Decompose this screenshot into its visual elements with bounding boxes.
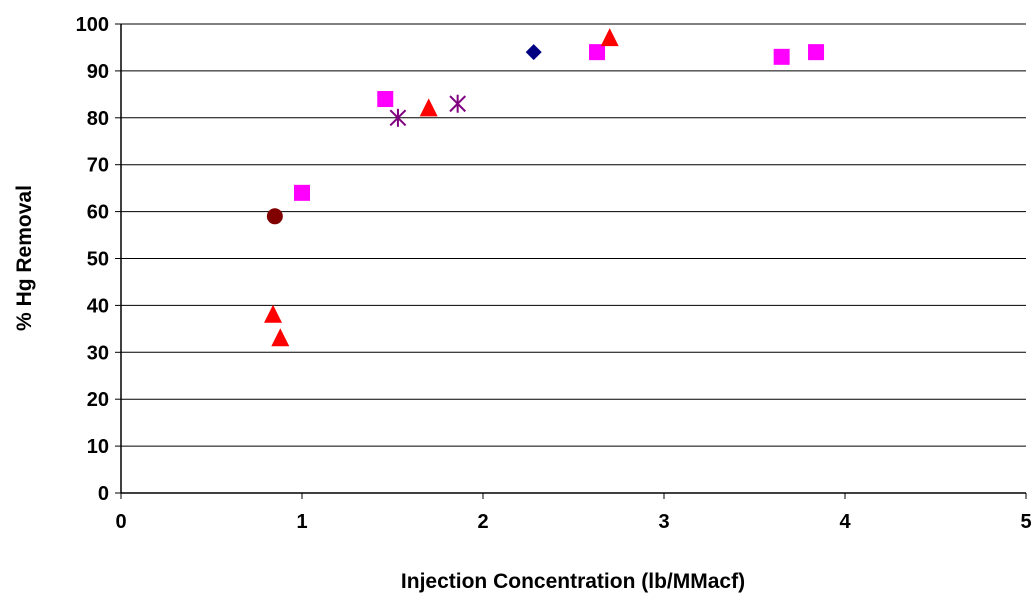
x-tick-label-3: 3 (658, 511, 669, 533)
y-tick-label-70: 70 (87, 155, 109, 177)
point-triangle-0 (264, 304, 283, 323)
y-tick-label-10: 10 (87, 436, 109, 458)
x-tick-label-2: 2 (477, 511, 488, 533)
point-square-2 (589, 44, 606, 61)
x-tick-labels: 0 1 2 3 4 5 (115, 511, 1031, 533)
point-triangle-3 (600, 28, 619, 47)
point-diamond-0 (525, 44, 542, 61)
point-asterisk-1 (449, 94, 467, 113)
x-axis-title: Injection Concentration (lb/MMacf) (401, 570, 745, 593)
x-tick-label-1: 1 (296, 511, 307, 533)
x-tick-label-4: 4 (839, 511, 851, 533)
point-square-4 (808, 44, 825, 61)
point-square-3 (773, 48, 790, 65)
gridlines (121, 23, 1026, 447)
y-tick-label-90: 90 (87, 61, 109, 83)
y-tick-label-40: 40 (87, 295, 109, 317)
point-asterisk-0 (389, 108, 407, 127)
point-triangle-2 (419, 98, 438, 117)
y-tick-label-50: 50 (87, 249, 109, 271)
point-square-0 (294, 184, 310, 201)
y-tick-label-60: 60 (87, 202, 109, 224)
y-tick-label-100: 100 (76, 14, 109, 36)
x-tick-label-5: 5 (1020, 511, 1031, 533)
y-tick-labels: 0 10 20 30 40 50 60 70 80 90 100 (76, 14, 109, 505)
x-tick-label-0: 0 (115, 511, 126, 533)
y-tick-label-0: 0 (98, 483, 109, 505)
axes (115, 23, 1027, 499)
point-circle-0 (266, 208, 283, 225)
point-square-1 (377, 91, 394, 108)
y-tick-label-30: 30 (87, 342, 109, 364)
point-triangle-1 (271, 328, 290, 347)
y-axis-title: % Hg Removal (13, 185, 36, 331)
y-tick-label-20: 20 (87, 389, 109, 411)
y-tick-label-80: 80 (87, 108, 109, 130)
data-points (264, 28, 825, 347)
